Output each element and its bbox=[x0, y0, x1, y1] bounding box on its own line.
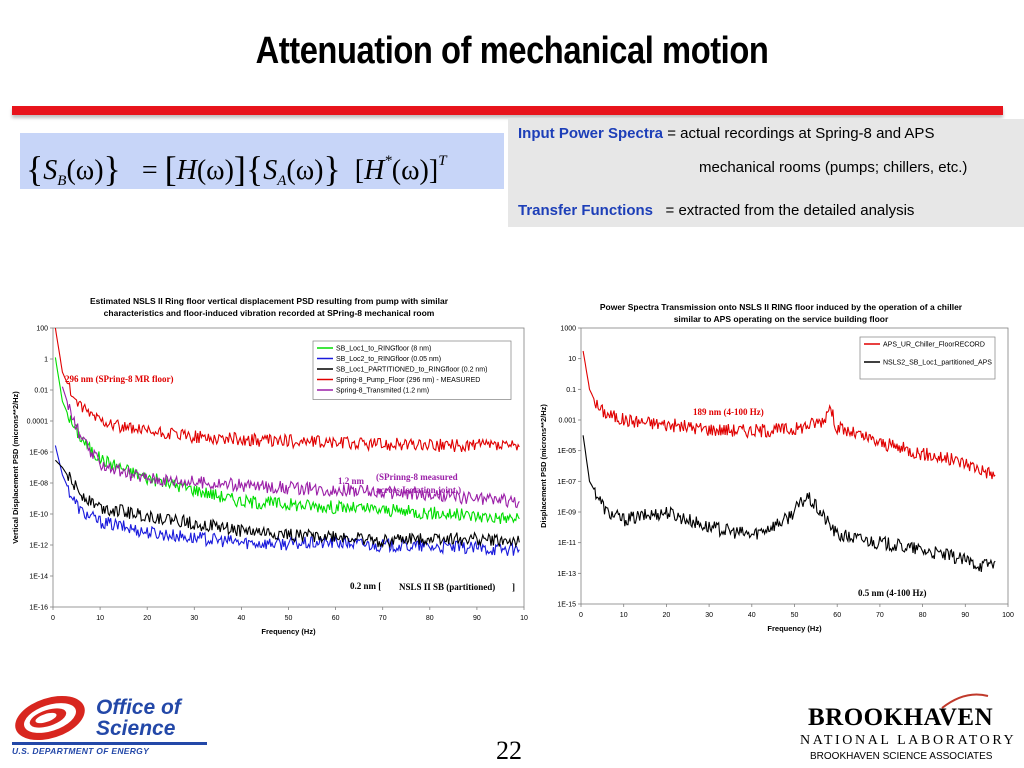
x-tick-label: 50 bbox=[285, 615, 293, 622]
x-tick-label: 20 bbox=[143, 615, 151, 622]
chart2-title-line2: similar to APS operating on the service … bbox=[673, 314, 889, 324]
legend-label: Spring-8_Pump_Floor (296 nm) - MEASURED bbox=[336, 377, 480, 384]
y-tick-label: 0.1 bbox=[566, 387, 576, 394]
legend-label: SB_Loc1_to_RINGfloor (8 nm) bbox=[336, 346, 431, 353]
office-of-science-logo bbox=[12, 695, 207, 745]
brookhaven-associates-label: BROOKHAVEN SCIENCE ASSOCIATES bbox=[810, 751, 993, 762]
x-tick-label: 100 bbox=[1002, 612, 1014, 619]
doe-label: U.S. DEPARTMENT OF ENERGY bbox=[12, 746, 150, 756]
x-tick-label: 90 bbox=[961, 612, 969, 619]
brookhaven-wordmark: BROOKHAVEN bbox=[808, 704, 994, 731]
legend-label: APS_UR_Chiller_FloorRECORD bbox=[883, 342, 985, 349]
x-tick-label: 30 bbox=[190, 615, 198, 622]
series-line bbox=[54, 445, 520, 557]
y-tick-label: 1E-13 bbox=[557, 571, 576, 578]
definition-input-spectra: Input Power Spectra = actual recordings … bbox=[518, 125, 935, 142]
y-tick-label: 1E-15 bbox=[557, 602, 576, 609]
x-tick-label: 50 bbox=[791, 612, 799, 619]
chart-annotation: ] bbox=[512, 582, 515, 592]
chart-annotation: 1.2 nm bbox=[338, 476, 365, 486]
chart2-title-line1: Power Spectra Transmission onto NSLS II … bbox=[599, 302, 963, 312]
x-tick-label: 40 bbox=[238, 615, 246, 622]
legend-box bbox=[312, 340, 512, 400]
y-tick-label: 1E-06 bbox=[29, 450, 48, 457]
legend-box bbox=[859, 336, 996, 380]
y-tick-label: 100 bbox=[36, 326, 48, 333]
y-tick-label: 1E-12 bbox=[29, 543, 48, 550]
x-tick-label: 40 bbox=[748, 612, 756, 619]
x-tick-label: 20 bbox=[663, 612, 671, 619]
title-divider bbox=[12, 106, 1003, 115]
chart-annotation: 0.5 nm (4-100 Hz) bbox=[858, 588, 927, 598]
x-tick-label: 70 bbox=[379, 615, 387, 622]
y-tick-label: 1E-09 bbox=[557, 510, 576, 517]
definition-input-spectra-cont: mechanical rooms (pumps; chillers, etc.) bbox=[699, 159, 968, 176]
chart-annotation: NSLS II SB (partitioned) bbox=[399, 582, 495, 592]
chart-annotation: across Isolation joint ) bbox=[376, 485, 461, 495]
y-tick-label: 1E-14 bbox=[29, 574, 48, 581]
x-tick-label: 60 bbox=[332, 615, 340, 622]
definition-transfer-functions: Transfer Functions = extracted from the … bbox=[518, 202, 915, 219]
x-tick-label: 30 bbox=[705, 612, 713, 619]
x-tick-label: 80 bbox=[919, 612, 927, 619]
x-tick-label: 10 bbox=[520, 615, 528, 622]
series-line bbox=[582, 350, 996, 480]
series-line bbox=[582, 435, 996, 572]
office-of-science-wordmark: Office of Science bbox=[96, 696, 181, 740]
y-tick-label: 1E-08 bbox=[29, 481, 48, 488]
y-tick-label: 1E-11 bbox=[558, 540, 576, 547]
x-tick-label: 60 bbox=[833, 612, 841, 619]
chart-annotation: (SPrinng-8 measured bbox=[376, 472, 458, 482]
chart-annotation: 0.2 nm [ bbox=[350, 581, 381, 591]
y-tick-label: 1E-16 bbox=[29, 605, 48, 612]
y-tick-label: 1000 bbox=[560, 326, 576, 333]
page-number: 22 bbox=[496, 736, 522, 765]
x-tick-label: 0 bbox=[51, 615, 55, 622]
definitions-box: Input Power Spectra = actual recordings … bbox=[508, 119, 1024, 227]
x-tick-label: 90 bbox=[473, 615, 481, 622]
chart1-title-line2: characteristics and floor-induced vibrat… bbox=[103, 308, 435, 318]
x-axis-title: Frequency (Hz) bbox=[767, 624, 822, 633]
y-tick-label: 0.01 bbox=[34, 388, 48, 395]
y-axis-title: Displacement PSD (microns**2/Hz) bbox=[539, 404, 548, 528]
y-axis-title: Vertical Displacement PSD (microns**2/Hz… bbox=[11, 391, 20, 544]
y-tick-label: 0.0001 bbox=[27, 419, 49, 426]
equation-box bbox=[20, 133, 504, 189]
y-tick-label: 1E-07 bbox=[557, 479, 576, 486]
x-tick-label: 10 bbox=[96, 615, 104, 622]
chart2-plot: 1000100.10.0011E-051E-071E-091E-111E-131… bbox=[539, 326, 1014, 634]
chart-nsls-floor-psd: Estimated NSLS II Ring floor vertical di… bbox=[10, 294, 528, 638]
x-tick-label: 0 bbox=[579, 612, 583, 619]
chart-annotation: 189 nm (4-100 Hz) bbox=[693, 407, 764, 417]
y-tick-label: 0.001 bbox=[558, 418, 576, 425]
x-tick-label: 80 bbox=[426, 615, 434, 622]
legend-label: Spring-8_Transmited (1.2 nm) bbox=[336, 388, 429, 395]
series-line bbox=[54, 327, 520, 453]
y-tick-label: 1E-10 bbox=[29, 512, 48, 519]
series-line bbox=[54, 459, 520, 549]
y-tick-label: 1 bbox=[44, 357, 48, 364]
series-line bbox=[54, 357, 520, 524]
chart-chiller-transmission: Power Spectra Transmission onto NSLS II … bbox=[538, 294, 1024, 638]
brookhaven-swoosh-icon bbox=[941, 693, 989, 709]
x-axis-title: Frequency (Hz) bbox=[261, 627, 316, 636]
legend-label: SB_Loc2_to_RINGfloor (0.05 nm) bbox=[336, 356, 441, 363]
y-tick-label: 10 bbox=[568, 356, 576, 363]
series-line bbox=[61, 386, 520, 509]
slide-title: Attenuation of mechanical motion bbox=[255, 30, 769, 72]
national-laboratory-label: NATIONAL LABORATORY bbox=[800, 733, 1017, 748]
chart-annotation: 296 nm (SPring-8 MR floor) bbox=[65, 374, 173, 384]
x-tick-label: 10 bbox=[620, 612, 628, 619]
legend-label: NSLS2_SB_Loc1_partitioned_APS bbox=[883, 360, 992, 367]
chart1-title-line1: Estimated NSLS II Ring floor vertical di… bbox=[89, 296, 448, 306]
psd-equation: {SB(ω)} = [H(ω)]{SA(ω)} [H*(ω)]T bbox=[26, 149, 447, 189]
legend-label: SB_Loc1_PARTITIONED_to_RINGfloor (0.2 nm… bbox=[336, 367, 487, 374]
x-tick-label: 70 bbox=[876, 612, 884, 619]
chart1-plot: 10010.010.00011E-061E-081E-101E-121E-141… bbox=[11, 326, 528, 637]
y-tick-label: 1E-05 bbox=[557, 448, 576, 455]
